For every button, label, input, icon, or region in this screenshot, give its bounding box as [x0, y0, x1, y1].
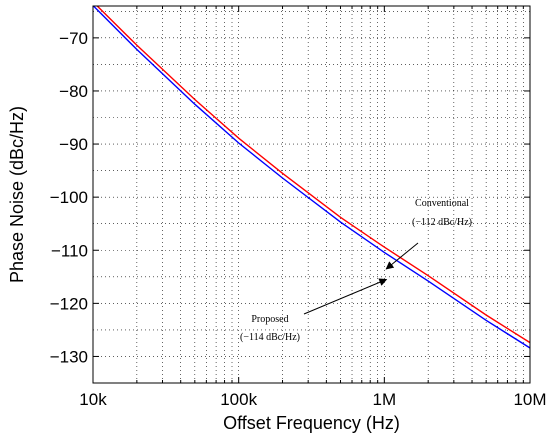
- annotation-title: Conventional: [415, 198, 469, 209]
- axis-ticks: −70 −80 −90 −100 −110 −120 −130 10k 100k 1M 10M: [50, 6, 547, 409]
- y-tick-label: −90: [59, 135, 88, 154]
- y-tick-label: −130: [50, 347, 88, 366]
- annotation-arrow: [385, 242, 419, 270]
- plot-area-frame: [92, 5, 531, 384]
- y-tick-label: −110: [51, 241, 88, 260]
- y-tick-label: −80: [59, 82, 88, 101]
- y-tick-label: −70: [59, 29, 88, 48]
- annotation-value: (−112 dBc/Hz): [412, 217, 472, 228]
- x-tick-label: 10k: [79, 390, 107, 409]
- x-tick-label: 1M: [373, 390, 397, 409]
- annotation-title: Proposed: [251, 314, 288, 325]
- y-tick-label: −100: [50, 188, 88, 207]
- annotations: Conventional (−112 dBc/Hz) Proposed (−114 d…: [240, 198, 472, 343]
- series-group: [93, 6, 530, 349]
- series-line-0: [96, 6, 530, 344]
- series-line-1: [93, 6, 530, 349]
- x-tick-label: 100k: [220, 390, 257, 409]
- annotation-value: (−114 dBc/Hz): [240, 332, 300, 343]
- y-axis-label: Phase Noise (dBc/Hz): [7, 106, 27, 283]
- y-tick-label: −120: [50, 294, 88, 313]
- x-tick-label: 10M: [513, 390, 546, 409]
- x-axis-label: Offset Frequency (Hz): [223, 413, 400, 433]
- grid: [92, 6, 530, 384]
- annotation-arrow: [303, 278, 388, 315]
